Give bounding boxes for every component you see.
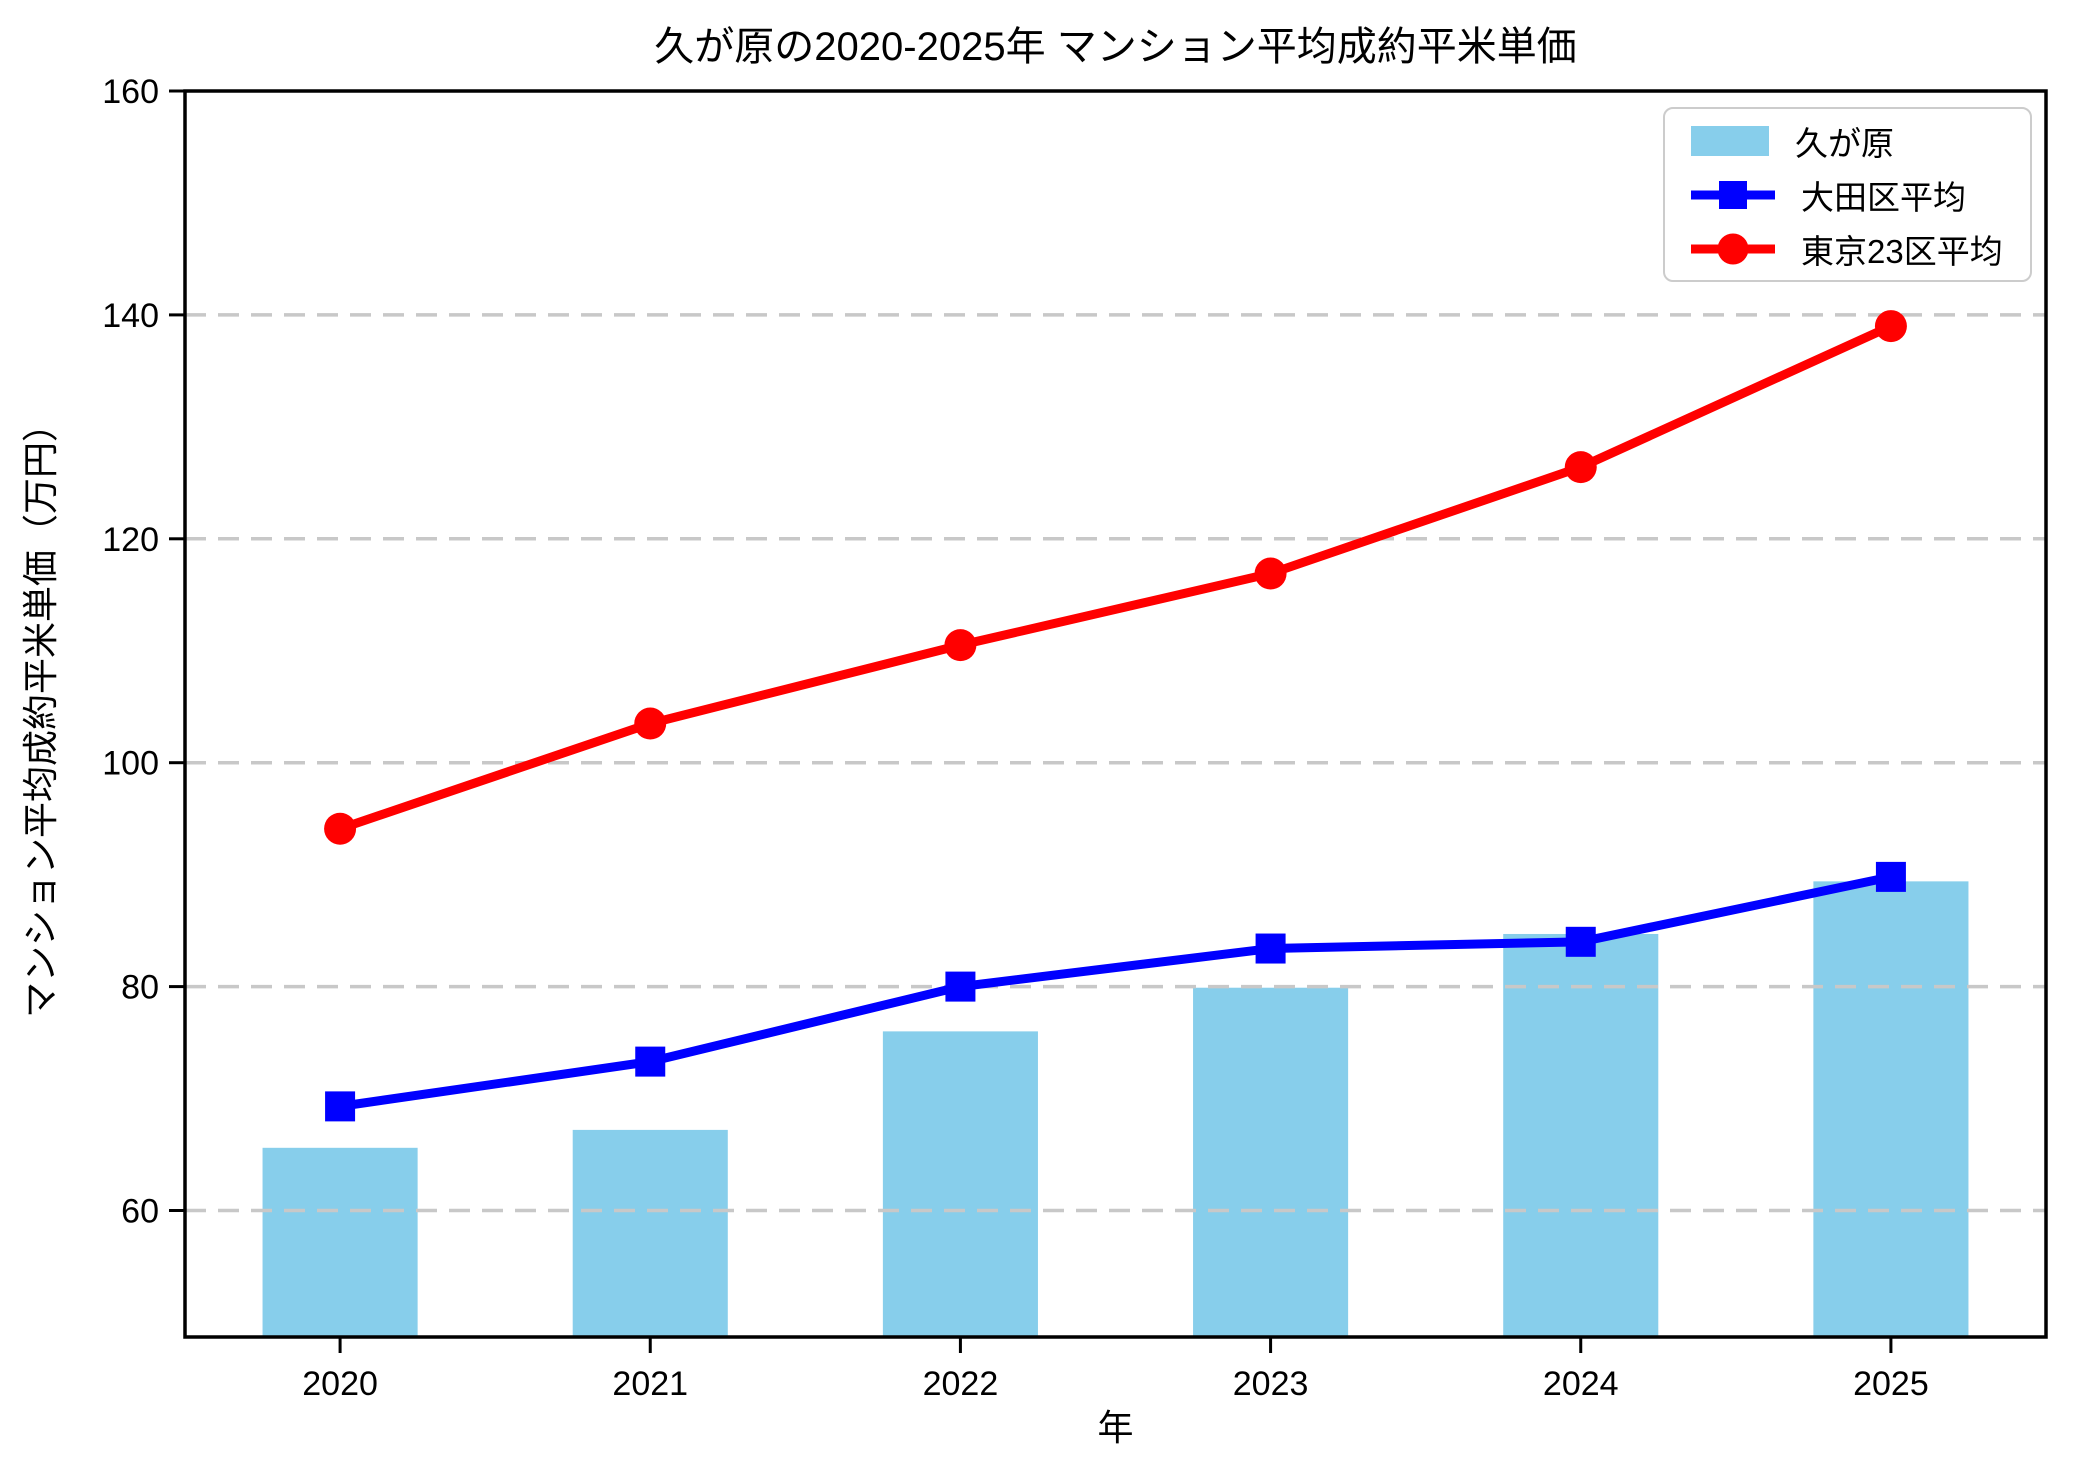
circle-marker-2024 — [1564, 451, 1597, 484]
y-tick-label-160: 160 — [102, 73, 159, 111]
legend-item-tokyo23-average: 東京23区平均 — [1691, 226, 2030, 272]
x-tick-label-2022: 2022 — [923, 1365, 999, 1403]
legend-item-kugahara: 久が原 — [1691, 118, 2030, 164]
x-tick-label-2024: 2024 — [1543, 1365, 1619, 1403]
legend: 久が原 大田区平均 東京23区平均 — [1663, 107, 2032, 282]
x-axis-label: 年 — [1097, 1407, 1134, 1448]
square-marker-2022 — [945, 971, 976, 1002]
bar-2024 — [1503, 933, 1659, 1337]
line-東京23区平均 — [335, 321, 1896, 834]
circle-marker-2025 — [1874, 310, 1907, 343]
bar-2022 — [882, 1031, 1038, 1337]
legend-item-ota-average: 大田区平均 — [1691, 172, 2030, 218]
circle-marker-2023 — [1254, 557, 1287, 590]
y-tick-label-140: 140 — [102, 297, 159, 335]
plot-frame — [183, 89, 2048, 1339]
x-tick-label-2020: 2020 — [302, 1365, 378, 1403]
legend-label: 大田区平均 — [1801, 178, 1966, 216]
bar-2023 — [1193, 987, 1349, 1337]
square-marker-2024 — [1565, 926, 1596, 957]
circle-marker-2022 — [944, 629, 977, 662]
y-tick-label-120: 120 — [102, 521, 159, 559]
legend-label: 久が原 — [1795, 124, 1894, 162]
square-marker-2020 — [325, 1091, 356, 1122]
y-tick-label-100: 100 — [102, 745, 159, 783]
chart-title: 久が原の2020-2025年 マンション平均成約平米単価 — [654, 25, 1577, 69]
line-circle-swatch-icon — [1691, 232, 1775, 266]
line-大田区平均 — [335, 872, 1896, 1111]
legend-label: 東京23区平均 — [1801, 232, 2003, 270]
bar-2021 — [572, 1129, 728, 1337]
bar-2025 — [1813, 881, 1969, 1337]
circle-marker-2021 — [634, 707, 667, 740]
bar-swatch-icon — [1691, 125, 1769, 156]
y-tick-label-80: 80 — [121, 969, 159, 1007]
square-marker-2023 — [1255, 933, 1286, 964]
x-tick-label-2023: 2023 — [1233, 1365, 1309, 1403]
x-tick-label-2021: 2021 — [612, 1365, 688, 1403]
line-square-swatch-icon — [1691, 178, 1775, 212]
x-tick-label-2025: 2025 — [1853, 1365, 1929, 1403]
bar-2020 — [262, 1147, 418, 1337]
y-tick-label-60: 60 — [121, 1192, 159, 1230]
circle-marker-2020 — [324, 812, 357, 845]
square-marker-2025 — [1875, 861, 1906, 892]
square-marker-2021 — [635, 1046, 666, 1077]
